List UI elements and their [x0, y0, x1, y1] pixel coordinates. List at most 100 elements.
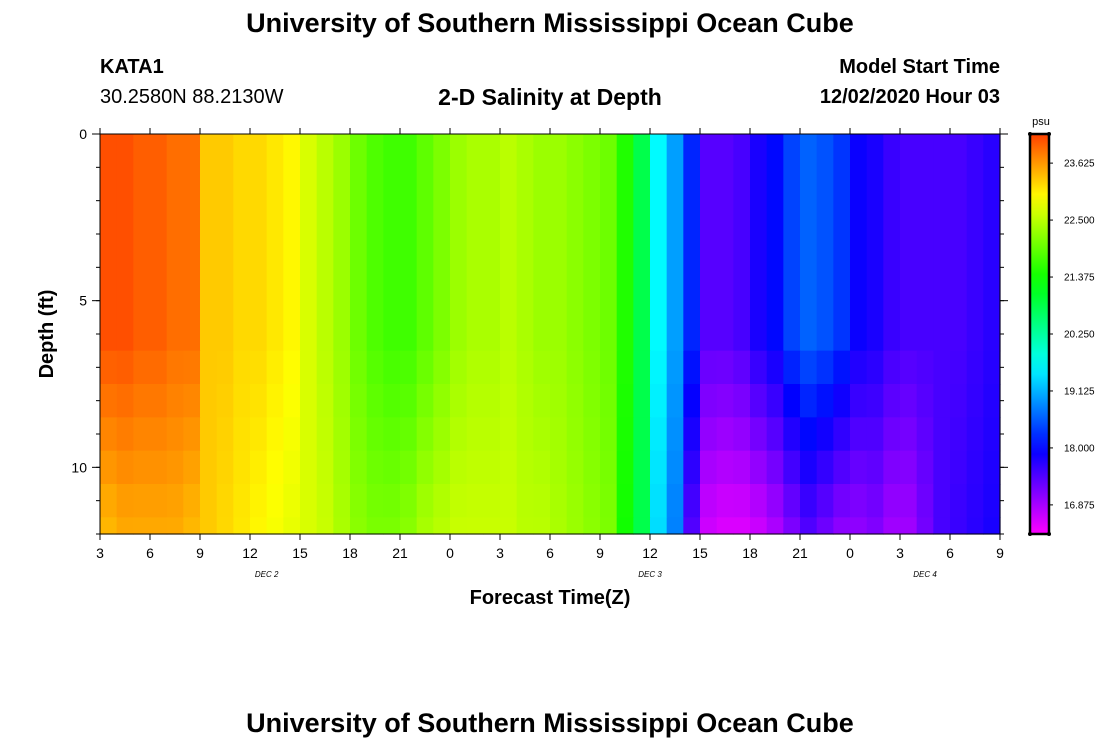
- heatmap-cell: [416, 484, 434, 518]
- heatmap-cell: [733, 517, 751, 535]
- heatmap-cell: [666, 134, 684, 352]
- x-tick-label: 21: [392, 545, 408, 561]
- x-tick-label: 0: [846, 545, 854, 561]
- heatmap-cell: [733, 384, 751, 418]
- heatmap-cell: [550, 517, 568, 535]
- heatmap-cell: [900, 134, 918, 352]
- heatmap-cell: [733, 450, 751, 485]
- heatmap-cell: [483, 417, 501, 452]
- heatmap-cell: [366, 517, 384, 535]
- heatmap-cell: [200, 484, 218, 518]
- x-tick-label: 9: [996, 545, 1004, 561]
- heatmap-cell: [916, 484, 934, 518]
- heatmap-cell: [116, 417, 134, 452]
- x-tick-label: 3: [496, 545, 504, 561]
- heatmap-cell: [833, 417, 851, 452]
- heatmap-cell: [483, 517, 501, 535]
- heatmap-cell: [883, 417, 901, 452]
- heatmap-cell: [816, 134, 834, 352]
- heatmap-cell: [283, 517, 301, 535]
- heatmap-cell: [266, 417, 284, 452]
- heatmap-cell: [366, 417, 384, 452]
- heatmap-cell: [483, 450, 501, 485]
- heatmap-cell: [916, 417, 934, 452]
- heatmap-cell: [833, 484, 851, 518]
- heatmap-cell: [800, 350, 818, 385]
- heatmap-cell: [833, 517, 851, 535]
- x-tick-label: 0: [446, 545, 454, 561]
- heatmap-cell: [450, 350, 468, 385]
- heatmap-cell: [566, 450, 584, 485]
- heatmap-cell: [883, 134, 901, 352]
- heatmap-cell: [650, 350, 668, 385]
- heatmap-cell: [133, 134, 151, 352]
- heatmap-cell: [816, 350, 834, 385]
- heatmap-cell: [533, 384, 551, 418]
- heatmap-cell: [366, 484, 384, 518]
- heatmap-cell: [250, 350, 268, 385]
- heatmap-cell: [433, 484, 451, 518]
- heatmap-cell: [383, 384, 401, 418]
- heatmap-cell: [800, 417, 818, 452]
- heatmap-cell: [950, 384, 968, 418]
- heatmap-cell: [466, 484, 484, 518]
- heatmap-cell: [866, 384, 884, 418]
- heatmap-cell: [450, 450, 468, 485]
- heatmap-cell: [300, 350, 318, 385]
- heatmap-cell: [700, 417, 718, 452]
- heatmap-cell: [233, 417, 251, 452]
- heatmap-cell: [666, 450, 684, 485]
- heatmap-cell: [950, 350, 968, 385]
- heatmap-cell: [566, 384, 584, 418]
- heatmap-cell: [183, 417, 201, 452]
- heatmap-cell: [900, 417, 918, 452]
- heatmap-cell: [383, 134, 401, 352]
- heatmap-cell: [500, 384, 518, 418]
- heatmap-cell: [466, 350, 484, 385]
- heatmap-cell: [166, 417, 184, 452]
- heatmap-cell: [183, 384, 201, 418]
- heatmap-cell: [716, 484, 734, 518]
- heatmap-cell: [450, 517, 468, 535]
- heatmap-cell: [750, 350, 768, 385]
- heatmap-cell: [500, 417, 518, 452]
- heatmap-cell: [150, 384, 168, 418]
- heatmap-cell: [850, 517, 868, 535]
- heatmap-cell: [266, 517, 284, 535]
- heatmap-cell: [566, 134, 584, 352]
- heatmap-cell: [816, 484, 834, 518]
- heatmap-cell: [483, 134, 501, 352]
- heatmap-cell: [616, 384, 634, 418]
- heatmap-cell: [333, 350, 351, 385]
- heatmap-cell: [350, 134, 368, 352]
- heatmap-cell: [800, 384, 818, 418]
- heatmap-cell: [750, 417, 768, 452]
- heatmap-cell: [400, 350, 418, 385]
- heatmap-cell: [150, 350, 168, 385]
- heatmap-cell: [533, 350, 551, 385]
- heatmap-cell: [800, 517, 818, 535]
- heatmap-cell: [700, 450, 718, 485]
- heatmap-cell: [816, 384, 834, 418]
- heatmap-cell: [566, 417, 584, 452]
- heatmap-cell: [650, 134, 668, 352]
- heatmap-cell: [300, 384, 318, 418]
- x-tick-label: 15: [292, 545, 308, 561]
- heatmap-cell: [450, 134, 468, 352]
- heatmap-cell: [283, 384, 301, 418]
- heatmap-cell: [783, 417, 801, 452]
- heatmap-cell: [183, 517, 201, 535]
- heatmap-cell: [133, 384, 151, 418]
- heatmap-cell: [600, 350, 618, 385]
- heatmap-cell: [966, 517, 984, 535]
- heatmap-cell: [150, 417, 168, 452]
- heatmap-cell: [933, 384, 951, 418]
- heatmap-cell: [183, 484, 201, 518]
- heatmap-cell: [916, 384, 934, 418]
- heatmap-cell: [583, 350, 601, 385]
- heatmap-cell: [466, 134, 484, 352]
- heatmap-cell: [800, 134, 818, 352]
- heatmap-cell: [366, 450, 384, 485]
- heatmap-cell: [433, 517, 451, 535]
